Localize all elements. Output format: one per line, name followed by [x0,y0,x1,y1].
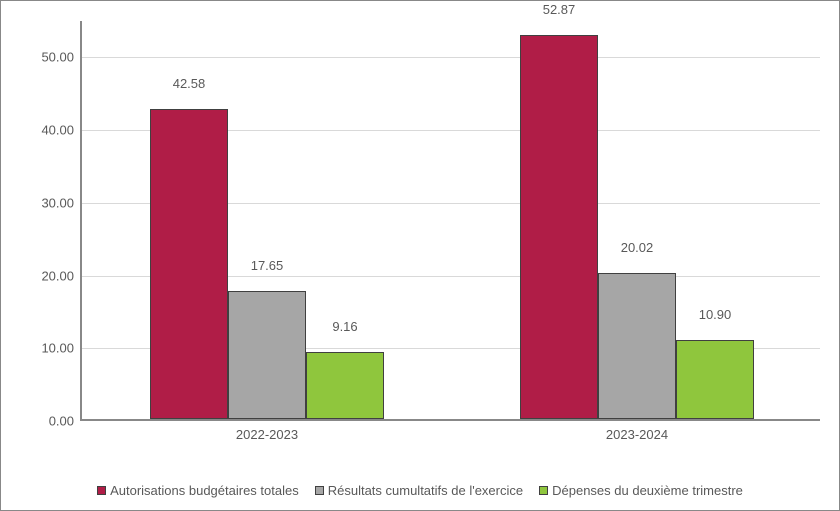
chart-container: 0.00 10.00 20.00 30.00 40.00 50.00 42.58 17.65 9… [0,0,840,511]
bar-wrap: 20.02 [598,21,676,419]
bar [598,273,676,419]
legend-item: Résultats cumultatifs de l'exercice [315,483,523,498]
bar-wrap: 17.65 [228,21,306,419]
bar-wrap: 52.87 [520,21,598,419]
y-tick-label: 20.00 [41,268,82,283]
bar [306,352,384,419]
bar [676,340,754,419]
bar-wrap: 9.16 [306,21,384,419]
bar-wrap: 10.90 [676,21,754,419]
bar-value-label: 20.02 [598,240,676,255]
bar-group: 42.5817.659.162022-2023 [82,21,452,419]
y-tick-label: 30.00 [41,195,82,210]
y-tick-label: 0.00 [49,414,82,429]
bar-group: 52.8720.0210.902023-2024 [452,21,822,419]
bar [228,291,306,419]
legend-label: Résultats cumultatifs de l'exercice [328,483,523,498]
legend: Autorisations budgétaires totales Résulta… [21,483,819,498]
bar [520,35,598,420]
y-tick-label: 10.00 [41,341,82,356]
x-category-label: 2022-2023 [82,427,452,442]
x-category-label: 2023-2024 [452,427,822,442]
bar [150,109,228,419]
y-tick-label: 50.00 [41,50,82,65]
bar-value-label: 52.87 [520,2,598,17]
bar-value-label: 9.16 [306,319,384,334]
legend-label: Autorisations budgétaires totales [110,483,299,498]
legend-label: Dépenses du deuxième trimestre [552,483,743,498]
legend-item: Autorisations budgétaires totales [97,483,299,498]
legend-swatch [315,486,324,495]
bar-value-label: 42.58 [150,76,228,91]
legend-swatch [539,486,548,495]
y-tick-label: 40.00 [41,123,82,138]
bar-value-label: 17.65 [228,258,306,273]
plot-area: 0.0010.0020.0030.0040.0050.0042.5817.659… [80,21,820,421]
bar-value-label: 10.90 [676,307,754,322]
legend-item: Dépenses du deuxième trimestre [539,483,743,498]
bar-wrap: 42.58 [150,21,228,419]
legend-swatch [97,486,106,495]
